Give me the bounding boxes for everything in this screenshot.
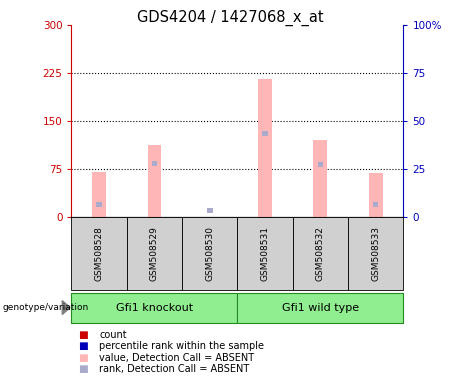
Text: Gfi1 knockout: Gfi1 knockout (116, 303, 193, 313)
Bar (71, 293, 237, 323)
Bar (71, 217, 127, 290)
Bar (96, 202, 102, 207)
Bar (318, 162, 323, 167)
Text: GSM508532: GSM508532 (316, 226, 325, 281)
Bar (182, 217, 237, 290)
Bar (207, 208, 213, 213)
Text: GSM508530: GSM508530 (205, 226, 214, 281)
Text: genotype/variation: genotype/variation (2, 303, 89, 312)
Bar (369, 174, 383, 217)
Text: ■: ■ (78, 364, 88, 374)
Text: GSM508531: GSM508531 (260, 226, 270, 281)
Text: GSM508533: GSM508533 (371, 226, 380, 281)
Text: Gfi1 wild type: Gfi1 wild type (282, 303, 359, 313)
Text: ■: ■ (78, 330, 88, 340)
Bar (293, 217, 348, 290)
Bar (92, 172, 106, 217)
Bar (127, 217, 182, 290)
Bar (373, 202, 378, 207)
Bar (348, 217, 403, 290)
Bar (262, 131, 268, 136)
Text: GSM508528: GSM508528 (95, 226, 104, 281)
Bar (313, 140, 327, 217)
Text: value, Detection Call = ABSENT: value, Detection Call = ABSENT (99, 353, 254, 363)
Text: GDS4204 / 1427068_x_at: GDS4204 / 1427068_x_at (137, 10, 324, 26)
Text: percentile rank within the sample: percentile rank within the sample (99, 341, 264, 351)
Text: rank, Detection Call = ABSENT: rank, Detection Call = ABSENT (99, 364, 249, 374)
Bar (258, 79, 272, 217)
Text: GSM508529: GSM508529 (150, 226, 159, 281)
Text: count: count (99, 330, 127, 340)
Polygon shape (62, 301, 70, 314)
Bar (148, 145, 161, 217)
Bar (237, 217, 293, 290)
Text: ■: ■ (78, 353, 88, 363)
Bar (152, 161, 157, 166)
Text: ■: ■ (78, 341, 88, 351)
Bar (237, 293, 403, 323)
